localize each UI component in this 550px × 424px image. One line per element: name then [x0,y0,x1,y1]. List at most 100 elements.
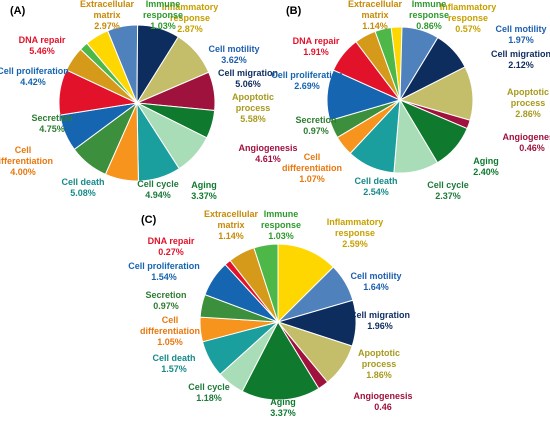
slice-name-line: Angiogenesis [353,391,412,401]
panel-label-c: (C) [141,214,157,226]
slice-value: 1.64% [363,282,389,292]
slice-name-line: differentiation [282,163,342,173]
slice-label-cell-proliferation: Cell proliferation 1.54% [128,261,200,282]
slice-label-cell-differentiation: Cell differentiation 1.07% [282,152,342,184]
slice-name-line: Angiogenesis [502,132,550,142]
slice-value: 4.61% [255,154,281,164]
slice-value: 1.18% [196,393,222,403]
pie-slices [326,26,474,174]
slice-label-cell-differentiation: Cell differentiation 1.05% [140,315,200,347]
pie-slices [58,24,216,182]
slice-name-line: response [409,10,449,20]
slice-value: 1.14% [362,21,388,31]
slice-name-line: Cell migration [350,310,410,320]
slice-name-line: process [362,359,397,369]
slice-value: 4.42% [20,77,46,87]
slice-label-cell-cycle: Cell cycle 2.37% [427,180,469,201]
slice-value: 0.97% [303,126,329,136]
slice-name-line: Cell death [354,176,397,186]
slice-value: 4.94% [145,190,171,200]
pie-slice-inflammatory-response [277,243,335,324]
slice-value: 2.97% [94,21,120,31]
slice-name-line: Inflammatory [327,217,384,227]
slice-name-line: response [170,13,210,23]
slice-value: 1.91% [303,47,329,57]
slice-value: 1.57% [161,364,187,374]
slice-value: 1.03% [268,231,294,241]
slice-label-aging: Aging 3.37% [270,397,296,418]
slice-name-line: response [335,228,375,238]
slice-label-aging: Aging 2.40% [473,156,499,177]
slice-label-cell-cycle: Cell cycle 4.94% [137,179,179,200]
slice-name-line: Cell proliferation [271,70,343,80]
slice-value: 2.59% [342,239,368,249]
slice-value: 0.86% [416,21,442,31]
slice-label-immune-response: Immune response 1.03% [143,0,183,31]
pie-slice-aging [241,320,320,401]
slice-name-line: differentiation [0,156,53,166]
slice-name-line: Cell cycle [427,180,469,190]
slice-value: 5.06% [235,79,261,89]
slice-label-cell-cycle: Cell cycle 1.18% [188,382,230,403]
slice-value: 4.00% [10,167,36,177]
slice-name-line: process [511,98,546,108]
slice-label-angiogenesis: Angiogenesis 0.46 [353,391,412,412]
slice-value: 0.57% [455,24,481,34]
slice-name-line: Extracellular [348,0,403,9]
slice-value: 5.58% [240,114,266,124]
slice-value: 1.86% [366,370,392,380]
slice-value: 1.96% [367,321,393,331]
slice-name-line: Secretion [31,113,72,123]
slice-label-cell-migration: Cell migration 2.12% [491,49,550,70]
slice-label-cell-death: Cell death 2.54% [354,176,397,197]
slice-name-line: Apoptotic [358,348,400,358]
slice-name-line: Cell proliferation [128,261,200,271]
slice-value: 2.86% [515,109,541,119]
slice-name-line: Cell motility [495,24,546,34]
slice-label-cell-proliferation: Cell proliferation 4.42% [0,66,69,87]
slice-name-line: Angiogenesis [238,143,297,153]
slice-name-line: response [143,10,183,20]
slice-value: 1.97% [508,35,534,45]
pie-slice-immune-response [253,243,279,323]
slice-value: 2.87% [177,24,203,34]
slice-name-line: Inflammatory [162,2,219,12]
slice-value: 3.62% [221,55,247,65]
slice-name-line: Extracellular [204,209,259,219]
slice-label-cell-differentiation: Celldifferentiation4.00% [0,145,53,177]
slice-name-line: Aging [270,397,296,407]
slice-value: 5.08% [70,188,96,198]
slice-label-inflammatory-response: Inflammatory response 2.87% [162,2,219,34]
pie-slice-immune-response [79,42,138,104]
slice-name-line: Aging [191,180,217,190]
slice-name-line: Cell migration [491,49,550,59]
slice-name-line: Cell motility [208,44,259,54]
slice-name-line: response [448,13,488,23]
slice-name-line: DNA repair [293,36,340,46]
slice-value: 4.75% [39,124,65,134]
slice-name-line: Cell proliferation [0,66,69,76]
slice-name-line: Inflammatory [440,2,497,12]
slice-label-aging: Aging 3.37% [191,180,217,201]
slice-name-line: process [236,103,271,113]
panel-label-a: (A) [10,5,26,17]
slice-value: 0.27% [158,247,184,257]
slice-name-line: Secretion [145,290,186,300]
slice-label-immune-response: Immune response 0.86% [409,0,449,31]
slice-value: 2.12% [508,60,534,70]
pie-slice-immune-response [374,26,401,101]
slice-value: 3.37% [270,408,296,418]
pie-chart-c: (C) Inflammatory response 2.59%Cell motili… [128,209,412,418]
slice-label-cell-motility: Cell motility 1.97% [495,24,546,45]
slice-value: 1.03% [150,21,176,31]
slice-label-dna-repair: DNA repair 1.91% [293,36,340,57]
slice-value: 2.40% [473,167,499,177]
slice-name-line: Cell death [152,353,195,363]
slice-value: 3.37% [191,191,217,201]
pie-chart-b: (B) Inflammatory response 0.57% Cell motili… [271,0,550,201]
slice-name-line: Secretion [295,115,336,125]
slice-value: 1.54% [151,272,177,282]
slice-label-secretion: Secretion 0.97% [295,115,336,136]
slice-label-secretion: Secretion 0.97% [145,290,186,311]
